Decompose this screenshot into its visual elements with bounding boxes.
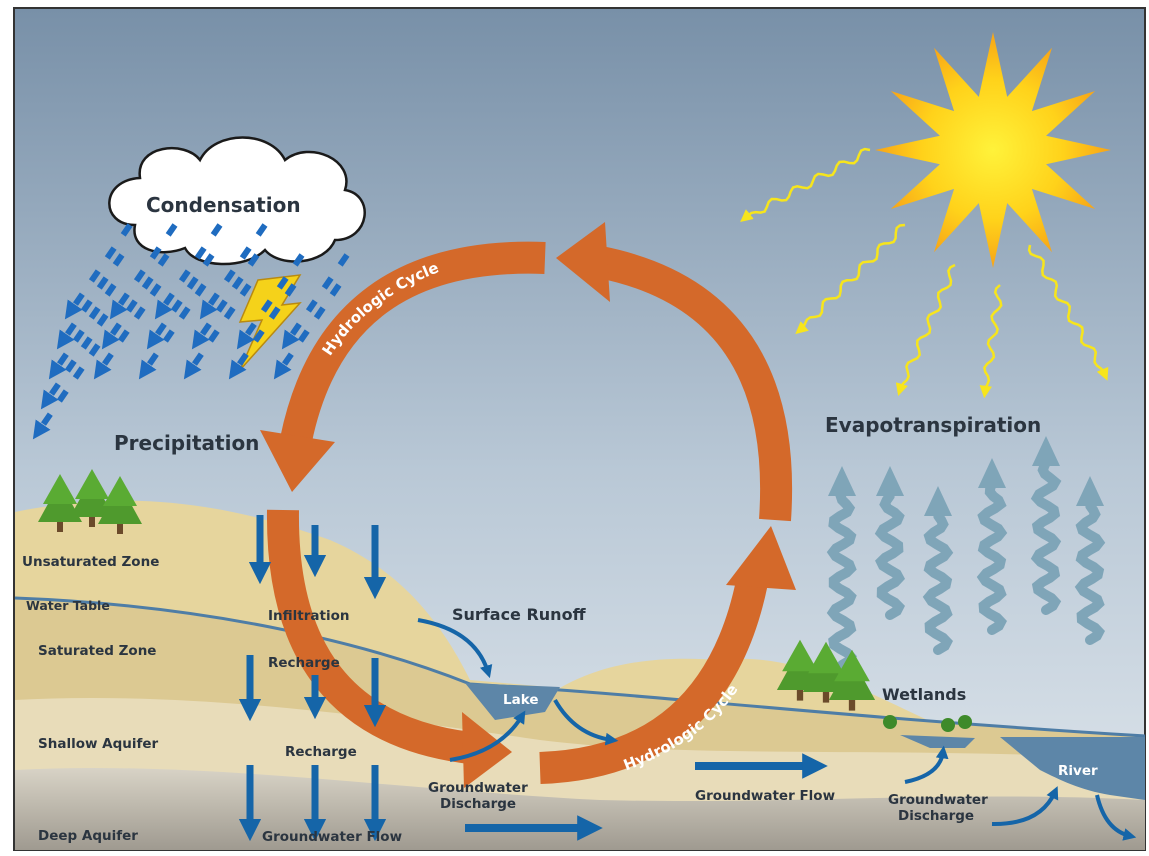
zone-label: Unsaturated Zone: [22, 554, 159, 570]
flow-arrow: [904, 745, 949, 784]
river-label: River: [1058, 763, 1098, 779]
evaporation-arrow: [976, 479, 1008, 635]
rain-drop: [101, 253, 170, 350]
tree-crown: [834, 649, 870, 682]
label-line: Groundwater: [888, 792, 988, 808]
groundwater-flow-label: Groundwater Flow: [262, 829, 402, 845]
evapotranspiration-label: Evapotranspiration: [825, 413, 1041, 437]
cycle-arrow-segment: [280, 241, 546, 444]
tree-trunk: [822, 690, 830, 703]
flow-arrow: [417, 618, 493, 679]
lightning: [238, 274, 302, 371]
evaporation-arrow: [826, 487, 857, 670]
tree-crown: [43, 474, 77, 504]
zone-label: Water Table: [26, 598, 110, 613]
sun-ray: [895, 263, 956, 396]
rain-drop: [228, 283, 297, 380]
lake-label: Lake: [503, 692, 538, 708]
sun-ray: [1027, 244, 1109, 381]
tree-trunk: [117, 522, 123, 534]
flow-arrow: [449, 710, 526, 762]
rain-drop: [56, 253, 125, 350]
cycle-arrow-segment: [596, 246, 792, 522]
rain-drop: [138, 283, 207, 380]
rain-drop: [48, 283, 117, 380]
sun: [875, 32, 1111, 268]
rain-drop: [199, 223, 268, 320]
tree-trunk: [57, 520, 63, 532]
cycle-arrow-segment: [266, 509, 473, 764]
wetland-plant: [958, 715, 972, 729]
label-line: Discharge: [440, 796, 516, 812]
cycle-arrows: [266, 241, 792, 784]
label-line: Discharge: [898, 808, 974, 824]
flow-arrow: [991, 786, 1059, 827]
arrowhead: [260, 430, 335, 492]
recharge-label: Recharge: [268, 655, 340, 671]
rain-drop: [154, 223, 223, 320]
groundwater-discharge-label: Groundwater Discharge: [428, 780, 532, 812]
evaporation-arrowhead: [1032, 436, 1060, 466]
evaporation-arrowhead: [1076, 476, 1104, 506]
tree-crown: [782, 639, 818, 672]
evaporation-arrowhead: [828, 466, 856, 496]
rain-drop: [109, 223, 178, 320]
evaporation-arrowhead: [978, 458, 1006, 488]
rain-drop: [146, 253, 215, 350]
water-table-line: [14, 596, 1146, 738]
precipitation-label: Precipitation: [114, 431, 259, 455]
flow-arrow: [1095, 794, 1137, 841]
evaporation-arrow: [1074, 497, 1106, 645]
evaporation-arrowhead: [876, 466, 904, 496]
rain-drop: [183, 283, 252, 380]
zone-label: Shallow Aquifer: [38, 736, 159, 752]
cycle-arrow-segment: [539, 578, 768, 784]
surface-runoff-label: Surface Runoff: [452, 605, 587, 624]
groundwater-discharge-label: Groundwater Discharge: [888, 792, 992, 824]
deep-aquifer: [15, 767, 1145, 850]
tree-crown: [75, 469, 109, 499]
rain-drop: [273, 283, 342, 380]
tree-trunk: [848, 698, 856, 711]
rain-drop: [40, 313, 109, 410]
tree-trunk: [796, 688, 804, 701]
lake: [465, 683, 560, 720]
wetland-plant: [883, 715, 897, 729]
evaporation-arrow: [922, 507, 954, 655]
wetlands-label: Wetlands: [882, 685, 966, 704]
arrowhead: [556, 222, 610, 302]
rain-drop: [93, 283, 162, 380]
zone-label: Deep Aquifer: [38, 828, 138, 844]
wetland-pond: [900, 735, 975, 748]
sun-ray: [979, 284, 1003, 399]
rain-drop: [32, 343, 101, 440]
tree-crown: [808, 641, 844, 674]
recharge-label: Recharge: [285, 744, 357, 760]
groundwater-flow-label: Groundwater Flow: [695, 788, 835, 804]
river: [1000, 737, 1145, 800]
flow-arrow: [553, 699, 619, 746]
rain-drop: [281, 253, 350, 350]
arrowhead: [726, 526, 796, 590]
evaporation-arrowhead: [924, 486, 952, 516]
rain-drop: [191, 253, 260, 350]
rain-drop: [236, 253, 305, 350]
infiltration-label: Infiltration: [268, 608, 349, 624]
condensation-label: Condensation: [146, 193, 301, 217]
decorations: [32, 147, 1137, 842]
evaporation-arrow: [1030, 457, 1062, 615]
tree-crown: [103, 476, 137, 506]
wetland-plant: [941, 718, 955, 732]
rain-drop: [64, 223, 133, 320]
label-line: Groundwater: [428, 780, 528, 796]
sun-ray: [740, 147, 871, 222]
zone-label: Saturated Zone: [38, 643, 156, 659]
evaporation-arrow: [874, 487, 906, 620]
tree-trunk: [89, 515, 95, 527]
sun-ray: [795, 223, 906, 335]
